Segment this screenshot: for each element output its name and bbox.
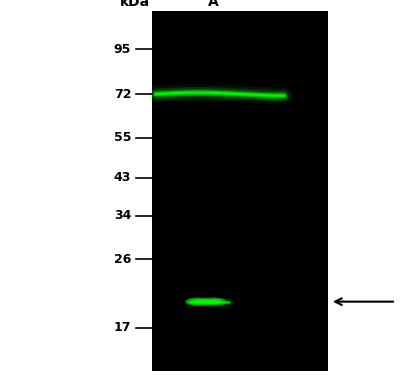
Ellipse shape [208,300,219,303]
Text: 95: 95 [114,43,131,56]
Ellipse shape [193,300,204,303]
Ellipse shape [186,298,212,306]
Text: 55: 55 [114,131,131,144]
Text: 43: 43 [114,171,131,184]
Text: 72: 72 [114,88,131,100]
Text: kDa: kDa [120,0,150,9]
Ellipse shape [200,298,227,306]
Ellipse shape [190,299,208,305]
Text: 34: 34 [114,209,131,222]
Ellipse shape [196,301,201,302]
Ellipse shape [211,301,216,302]
Text: 17: 17 [114,321,131,334]
Text: A: A [208,0,219,9]
Bar [152,11,328,371]
Text: 26: 26 [114,253,131,266]
Ellipse shape [204,299,223,305]
